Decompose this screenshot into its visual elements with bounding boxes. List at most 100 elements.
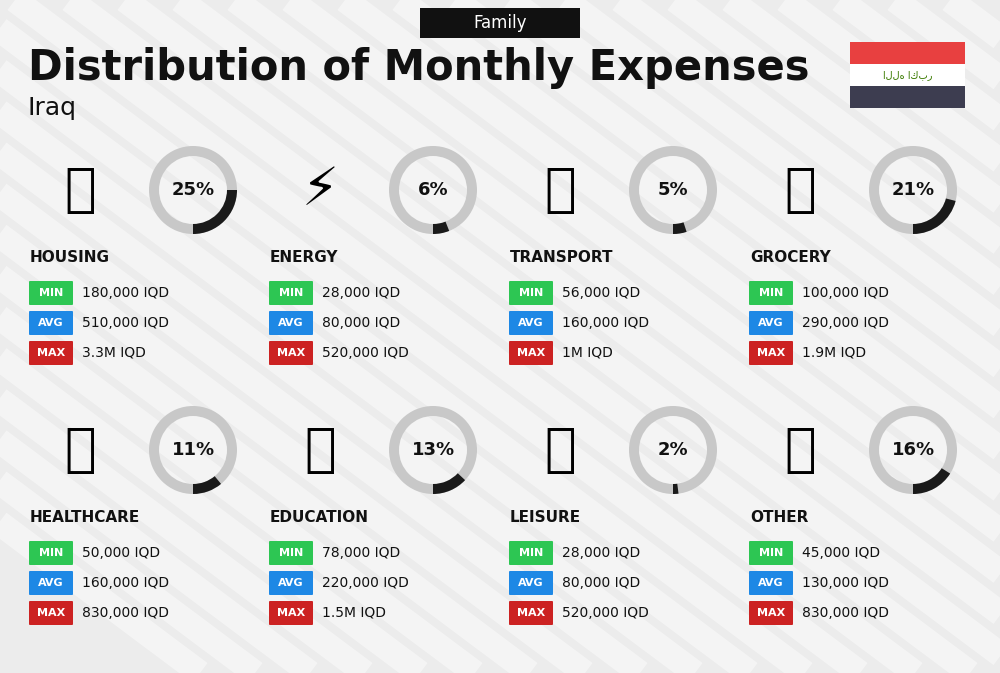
Wedge shape: [433, 221, 449, 234]
Text: 1.9M IQD: 1.9M IQD: [802, 346, 866, 360]
Text: AVG: AVG: [518, 318, 544, 328]
Text: MAX: MAX: [277, 348, 305, 358]
Wedge shape: [629, 146, 717, 234]
Text: AVG: AVG: [758, 318, 784, 328]
Text: MAX: MAX: [277, 608, 305, 618]
Text: MIN: MIN: [279, 548, 303, 558]
FancyBboxPatch shape: [509, 311, 553, 335]
Text: 11%: 11%: [171, 441, 215, 459]
FancyBboxPatch shape: [749, 541, 793, 565]
Text: 28,000 IQD: 28,000 IQD: [562, 546, 640, 560]
FancyBboxPatch shape: [509, 571, 553, 595]
Wedge shape: [673, 222, 687, 234]
Text: 6%: 6%: [418, 181, 448, 199]
Text: Iraq: Iraq: [28, 96, 77, 120]
Text: ENERGY: ENERGY: [270, 250, 338, 266]
Text: 🎓: 🎓: [304, 424, 336, 476]
Text: 1M IQD: 1M IQD: [562, 346, 613, 360]
Text: TRANSPORT: TRANSPORT: [510, 250, 614, 266]
Text: 830,000 IQD: 830,000 IQD: [802, 606, 889, 620]
Text: AVG: AVG: [518, 578, 544, 588]
FancyBboxPatch shape: [29, 601, 73, 625]
Text: 2%: 2%: [658, 441, 688, 459]
Text: 290,000 IQD: 290,000 IQD: [802, 316, 889, 330]
Text: 5%: 5%: [658, 181, 688, 199]
Text: MAX: MAX: [517, 348, 545, 358]
Text: 💰: 💰: [784, 424, 816, 476]
Text: HEALTHCARE: HEALTHCARE: [30, 511, 140, 526]
Text: 1.5M IQD: 1.5M IQD: [322, 606, 386, 620]
FancyBboxPatch shape: [29, 571, 73, 595]
Text: 🛒: 🛒: [784, 164, 816, 216]
Wedge shape: [673, 484, 679, 494]
Wedge shape: [389, 146, 477, 234]
Text: MAX: MAX: [517, 608, 545, 618]
Text: MIN: MIN: [519, 548, 543, 558]
FancyBboxPatch shape: [850, 86, 965, 108]
FancyBboxPatch shape: [850, 64, 965, 86]
FancyBboxPatch shape: [269, 311, 313, 335]
Wedge shape: [193, 190, 237, 234]
Text: 13%: 13%: [411, 441, 455, 459]
Text: GROCERY: GROCERY: [750, 250, 831, 266]
FancyBboxPatch shape: [29, 541, 73, 565]
Text: AVG: AVG: [278, 318, 304, 328]
FancyBboxPatch shape: [509, 281, 553, 305]
FancyBboxPatch shape: [850, 42, 965, 64]
Text: 220,000 IQD: 220,000 IQD: [322, 576, 409, 590]
Text: MIN: MIN: [39, 288, 63, 298]
Text: 🏢: 🏢: [64, 164, 96, 216]
Text: HOUSING: HOUSING: [30, 250, 110, 266]
FancyBboxPatch shape: [509, 541, 553, 565]
Text: MAX: MAX: [757, 348, 785, 358]
Text: AVG: AVG: [38, 578, 64, 588]
FancyBboxPatch shape: [509, 341, 553, 365]
Text: 180,000 IQD: 180,000 IQD: [82, 286, 169, 300]
Text: 🛍: 🛍: [544, 424, 576, 476]
Text: MAX: MAX: [37, 348, 65, 358]
Text: 🏥: 🏥: [64, 424, 96, 476]
Text: 160,000 IQD: 160,000 IQD: [562, 316, 649, 330]
FancyBboxPatch shape: [749, 341, 793, 365]
Text: 80,000 IQD: 80,000 IQD: [562, 576, 640, 590]
FancyBboxPatch shape: [269, 571, 313, 595]
Text: 50,000 IQD: 50,000 IQD: [82, 546, 160, 560]
Wedge shape: [869, 406, 957, 494]
Wedge shape: [193, 476, 221, 494]
Text: 78,000 IQD: 78,000 IQD: [322, 546, 400, 560]
Text: ⚡: ⚡: [302, 164, 338, 216]
Text: MIN: MIN: [759, 548, 783, 558]
Text: 160,000 IQD: 160,000 IQD: [82, 576, 169, 590]
Wedge shape: [913, 199, 956, 234]
Wedge shape: [433, 473, 465, 494]
Wedge shape: [389, 406, 477, 494]
Text: 28,000 IQD: 28,000 IQD: [322, 286, 400, 300]
Text: MAX: MAX: [757, 608, 785, 618]
Text: Distribution of Monthly Expenses: Distribution of Monthly Expenses: [28, 47, 810, 89]
Text: 80,000 IQD: 80,000 IQD: [322, 316, 400, 330]
FancyBboxPatch shape: [269, 281, 313, 305]
FancyBboxPatch shape: [509, 601, 553, 625]
Text: 56,000 IQD: 56,000 IQD: [562, 286, 640, 300]
Text: MAX: MAX: [37, 608, 65, 618]
Text: 🚌: 🚌: [544, 164, 576, 216]
Text: 510,000 IQD: 510,000 IQD: [82, 316, 169, 330]
Text: الله اكبر: الله اكبر: [883, 70, 932, 80]
Text: 520,000 IQD: 520,000 IQD: [322, 346, 409, 360]
FancyBboxPatch shape: [749, 601, 793, 625]
Text: MIN: MIN: [759, 288, 783, 298]
Text: LEISURE: LEISURE: [510, 511, 581, 526]
Wedge shape: [869, 146, 957, 234]
Wedge shape: [913, 468, 950, 494]
Text: AVG: AVG: [758, 578, 784, 588]
FancyBboxPatch shape: [420, 8, 580, 38]
Text: 520,000 IQD: 520,000 IQD: [562, 606, 649, 620]
Text: AVG: AVG: [278, 578, 304, 588]
Text: 3.3M IQD: 3.3M IQD: [82, 346, 146, 360]
Wedge shape: [149, 146, 237, 234]
Text: MIN: MIN: [519, 288, 543, 298]
FancyBboxPatch shape: [29, 311, 73, 335]
Wedge shape: [149, 406, 237, 494]
Text: 16%: 16%: [891, 441, 935, 459]
Text: 830,000 IQD: 830,000 IQD: [82, 606, 169, 620]
